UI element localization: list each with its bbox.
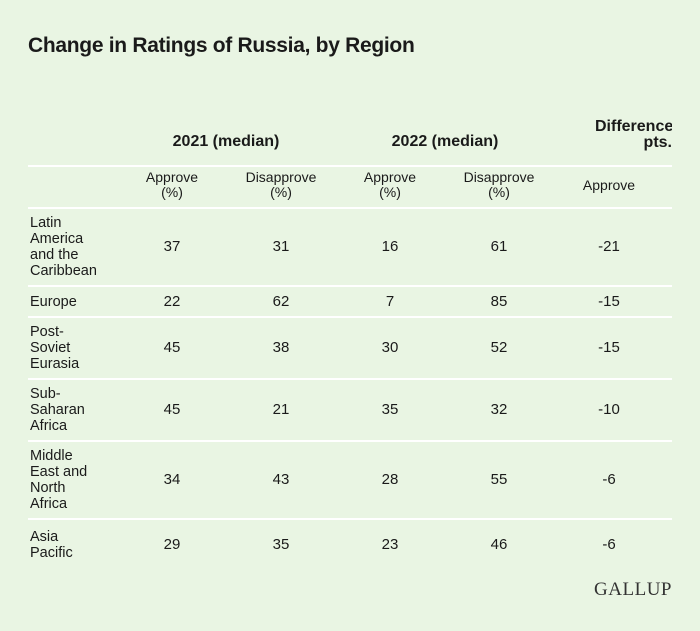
column-header-label: Approve bbox=[145, 169, 199, 185]
ratings-table: 2021 (median) 2022 (median) Difference, pts… bbox=[28, 110, 672, 570]
table-cell: 45 bbox=[163, 401, 181, 418]
column-header-unit: (%) bbox=[270, 184, 292, 200]
table-cell: 46 bbox=[490, 536, 508, 553]
column-header-label: Approve bbox=[363, 169, 417, 185]
column-header-label: Disapprove bbox=[245, 169, 317, 185]
gallup-logo: GALLUP bbox=[594, 579, 672, 600]
table-cell: 28 bbox=[381, 471, 399, 488]
group-header-difference-unit: pts. bbox=[643, 134, 672, 151]
chart-title: Change in Ratings of Russia, by Region bbox=[28, 34, 415, 57]
row-label: Latin America and the Caribbean bbox=[30, 215, 130, 279]
column-header-unit: (%) bbox=[488, 184, 510, 200]
row-label-line: North bbox=[30, 480, 66, 496]
row-divider bbox=[28, 285, 672, 287]
table-cell: 35 bbox=[272, 536, 290, 553]
row-divider bbox=[28, 518, 672, 520]
row-label-line: Latin bbox=[30, 215, 62, 231]
row-label-line: Asia bbox=[30, 529, 59, 545]
row-divider bbox=[28, 316, 672, 318]
row-label-line: Sub- bbox=[30, 386, 61, 402]
row-label-line: Eurasia bbox=[30, 356, 80, 372]
table-cell: 38 bbox=[272, 339, 290, 356]
group-header-2021: 2021 (median) bbox=[172, 133, 280, 150]
row-label-line: Europe bbox=[30, 293, 77, 310]
row-label-line: Africa bbox=[30, 418, 68, 434]
row-label-line: Caribbean bbox=[30, 263, 97, 279]
group-header-2022: 2022 (median) bbox=[391, 133, 499, 150]
row-divider bbox=[28, 378, 672, 380]
column-header-unit: (%) bbox=[161, 184, 183, 200]
table-cell: 21 bbox=[272, 401, 290, 418]
table-cell: 62 bbox=[272, 292, 290, 310]
row-label-line: Saharan bbox=[30, 402, 85, 418]
column-header: Approve bbox=[554, 178, 664, 193]
table-cell: 35 bbox=[381, 401, 399, 418]
column-header: Approve (%) bbox=[335, 170, 445, 200]
group-header-difference: Difference, bbox=[595, 118, 672, 135]
row-divider bbox=[28, 207, 672, 209]
row-label-line: East and bbox=[30, 464, 88, 480]
column-header-unit: (%) bbox=[379, 184, 401, 200]
row-label-line: Post- bbox=[30, 324, 64, 340]
row-label-line: Pacific bbox=[30, 545, 73, 561]
table-cell: 32 bbox=[490, 401, 508, 418]
table-cell: -10 bbox=[598, 401, 620, 418]
table-cell: -15 bbox=[598, 339, 620, 356]
column-header: Approve (%) bbox=[117, 170, 227, 200]
row-label-line: Africa bbox=[30, 496, 68, 512]
row-label: Post- Soviet Eurasia bbox=[30, 324, 130, 372]
column-header-label: Approve bbox=[582, 177, 636, 193]
column-header: Disapprove (%) bbox=[444, 170, 554, 200]
table-cell: -6 bbox=[602, 536, 616, 553]
table-cell: 30 bbox=[381, 339, 399, 356]
row-label: Asia Pacific bbox=[30, 529, 130, 561]
header-divider bbox=[28, 165, 672, 167]
row-label: Middle East and North Africa bbox=[30, 448, 130, 512]
table-cell: 45 bbox=[163, 339, 181, 356]
table-cell: -6 bbox=[602, 471, 616, 488]
table-cell: 16 bbox=[381, 238, 399, 255]
table-cell: 52 bbox=[490, 339, 508, 356]
column-header: Disapprove (%) bbox=[226, 170, 336, 200]
row-label-line: Middle bbox=[30, 448, 73, 464]
table-cell: -21 bbox=[598, 238, 620, 255]
table-cell: 61 bbox=[490, 238, 508, 255]
row-label-line: America bbox=[30, 231, 84, 247]
column-header-label: Disapprove bbox=[463, 169, 535, 185]
table-cell: 7 bbox=[385, 292, 395, 310]
table-cell: 37 bbox=[163, 238, 181, 255]
row-divider bbox=[28, 440, 672, 442]
table-cell: -15 bbox=[598, 292, 620, 310]
table-cell: 85 bbox=[490, 292, 508, 310]
table-cell: 29 bbox=[163, 536, 181, 553]
table-cell: 22 bbox=[163, 292, 181, 310]
table-cell: 23 bbox=[381, 536, 399, 553]
row-label-line: Soviet bbox=[30, 340, 71, 356]
row-label: Sub- Saharan Africa bbox=[30, 386, 130, 434]
table-cell: 34 bbox=[163, 471, 181, 488]
table-cell: 55 bbox=[490, 471, 508, 488]
row-label: Europe bbox=[30, 294, 130, 310]
row-label-line: and the bbox=[30, 247, 79, 263]
table-cell: 43 bbox=[272, 471, 290, 488]
table-cell: 31 bbox=[272, 238, 290, 255]
